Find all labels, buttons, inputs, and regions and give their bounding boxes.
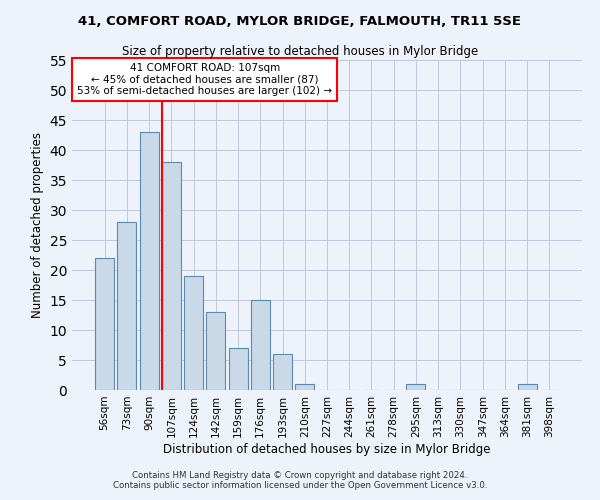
Bar [184,276,203,390]
Text: Contains HM Land Registry data © Crown copyright and database right 2024.
Contai: Contains HM Land Registry data © Crown c… [113,470,487,490]
Bar [229,348,248,390]
Bar [140,132,158,390]
Bar [518,384,536,390]
Text: Size of property relative to detached houses in Mylor Bridge: Size of property relative to detached ho… [122,45,478,58]
Bar [95,258,114,390]
Bar [295,384,314,390]
Bar [118,222,136,390]
Bar [406,384,425,390]
X-axis label: Distribution of detached houses by size in Mylor Bridge: Distribution of detached houses by size … [163,442,491,456]
Text: 41 COMFORT ROAD: 107sqm
← 45% of detached houses are smaller (87)
53% of semi-de: 41 COMFORT ROAD: 107sqm ← 45% of detache… [77,63,332,96]
Y-axis label: Number of detached properties: Number of detached properties [31,132,44,318]
Text: 41, COMFORT ROAD, MYLOR BRIDGE, FALMOUTH, TR11 5SE: 41, COMFORT ROAD, MYLOR BRIDGE, FALMOUTH… [79,15,521,28]
Bar [251,300,270,390]
Bar [273,354,292,390]
Bar [162,162,181,390]
Bar [206,312,225,390]
